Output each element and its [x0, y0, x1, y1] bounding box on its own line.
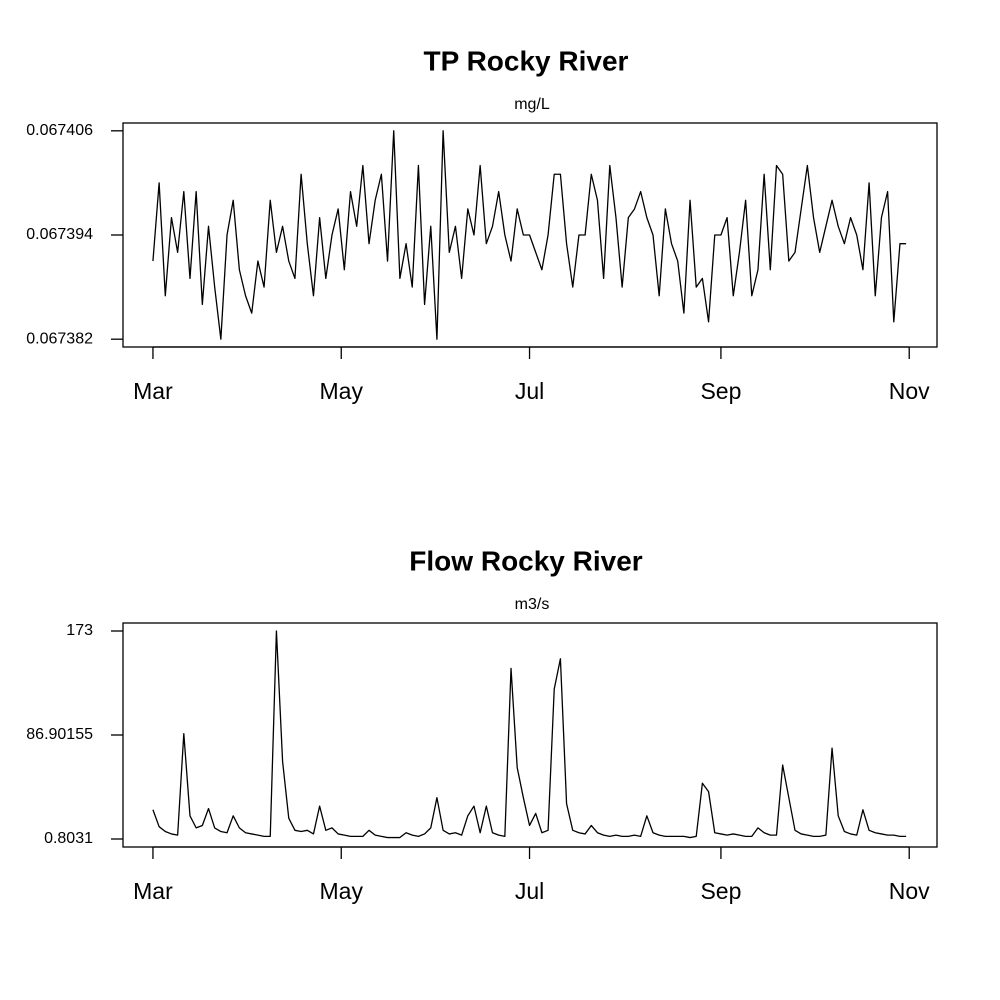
x-tick-label: Nov: [889, 378, 930, 404]
x-tick-label: May: [320, 378, 364, 404]
x-tick-label: May: [320, 878, 364, 904]
data-line: [152, 630, 907, 839]
x-tick-label: Nov: [889, 878, 930, 904]
x-tick-label: Mar: [133, 878, 173, 904]
y-tick-label: 0.8031: [44, 830, 93, 847]
chart-title: TP Rocky River: [424, 45, 629, 76]
y-tick-label: 86.90155: [26, 726, 93, 743]
y-tick-label: 0.067406: [26, 122, 93, 139]
y-tick-label: 173: [66, 622, 93, 639]
x-tick-label: Sep: [700, 378, 741, 404]
data-line: [152, 130, 907, 340]
x-tick-label: Mar: [133, 378, 173, 404]
x-tick-label: Sep: [700, 878, 741, 904]
chart-subtitle: m3/s: [515, 596, 550, 613]
y-tick-label: 0.067382: [26, 330, 93, 347]
x-tick-label: Jul: [515, 378, 544, 404]
y-tick-label: 0.067394: [26, 226, 93, 243]
chart-subtitle: mg/L: [514, 96, 550, 113]
chart-title: Flow Rocky River: [409, 545, 643, 576]
plot-box: [122, 622, 938, 848]
x-tick-label: Jul: [515, 878, 544, 904]
